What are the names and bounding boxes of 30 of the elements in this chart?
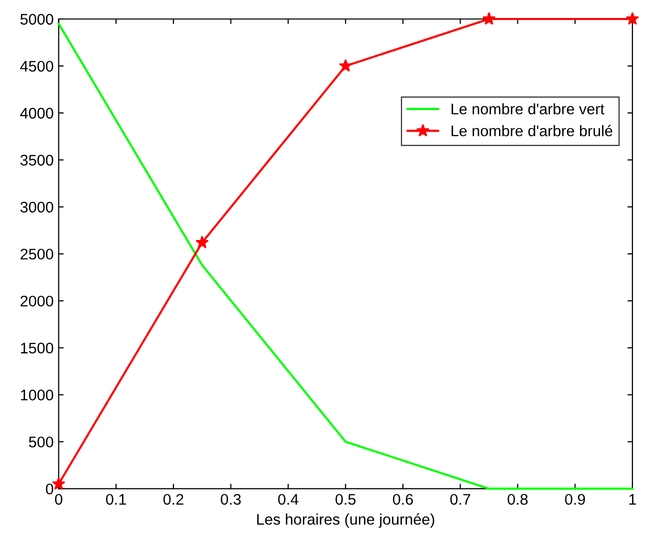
x-tick-label: 0.4 [278,494,298,505]
legend-label: Le nombre d'arbre brulé [452,124,612,136]
y-tick-label: 1000 [21,390,54,400]
x-tick-label: 0.8 [508,494,528,505]
x-tick-label: 0.3 [220,494,241,505]
point [338,59,352,72]
point [52,477,66,490]
x-tick-label: 0.6 [392,494,413,505]
point [482,12,496,25]
x-tick-label: 0.2 [163,494,184,505]
y-tick-label: 1500 [21,342,54,354]
y-tick-label: 4500 [20,60,54,72]
x-tick-label: 0 [55,494,62,505]
y-tick-label: 2500 [20,248,54,260]
x-axis-title: Les horaires (une journée) [257,513,434,528]
legend-label: Le nombre d'arbre vert [452,103,604,114]
y-tick-label: 500 [28,436,54,448]
x-tick-label: 0.7 [450,494,470,505]
y-tick-label: 3500 [20,154,54,166]
x-tick-label: 0.9 [565,494,585,505]
y-tick-label: 5000 [20,14,54,25]
x-tick-label: 1 [629,494,636,505]
y-tick-label: 4000 [20,108,54,119]
y-tick-label: 0 [46,484,54,494]
x-tick-label: 0.5 [336,494,356,505]
y-tick-label: 3000 [20,202,54,213]
y-tick-label: 2000 [20,296,54,307]
x-tick-label: 0.1 [106,494,126,505]
point [195,236,209,248]
point [626,12,640,25]
